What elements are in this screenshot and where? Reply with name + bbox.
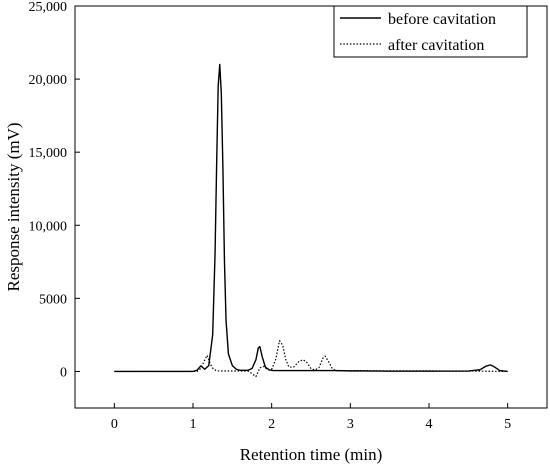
y-tick-label: 0 (60, 365, 67, 380)
x-tick-label: 1 (190, 417, 197, 432)
legend-box (333, 5, 528, 58)
y-tick-label: 25,000 (29, 0, 68, 15)
x-tick-label: 4 (426, 417, 433, 432)
legend-label-after-cavitation: after cavitation (388, 37, 484, 54)
x-axis-title: Retention time (min) (240, 445, 383, 464)
x-tick-label: 2 (268, 417, 275, 432)
y-axis-title: Response intensity (mV) (4, 122, 23, 291)
x-tick-label: 3 (347, 417, 354, 432)
y-tick-label: 15,000 (29, 146, 68, 161)
y-tick-label: 10,000 (29, 219, 68, 234)
legend-label-before-cavitation: before cavitation (388, 11, 496, 28)
plot-frame (74, 5, 548, 409)
y-tick-label: 20,000 (29, 73, 68, 88)
series-line-after-cavitation (114, 340, 508, 378)
series-layer (114, 63, 508, 378)
series-line-before-cavitation (114, 63, 508, 373)
y-tick-label: 5000 (39, 292, 67, 307)
axis-ticks: 0 1 2 3 4 5 0 5000 10,000 15,000 20,000 25,000 (29, 0, 512, 432)
x-tick-label: 0 (111, 417, 118, 432)
x-tick-label: 5 (504, 417, 511, 432)
legend: before cavitation after cavitation (333, 5, 528, 58)
